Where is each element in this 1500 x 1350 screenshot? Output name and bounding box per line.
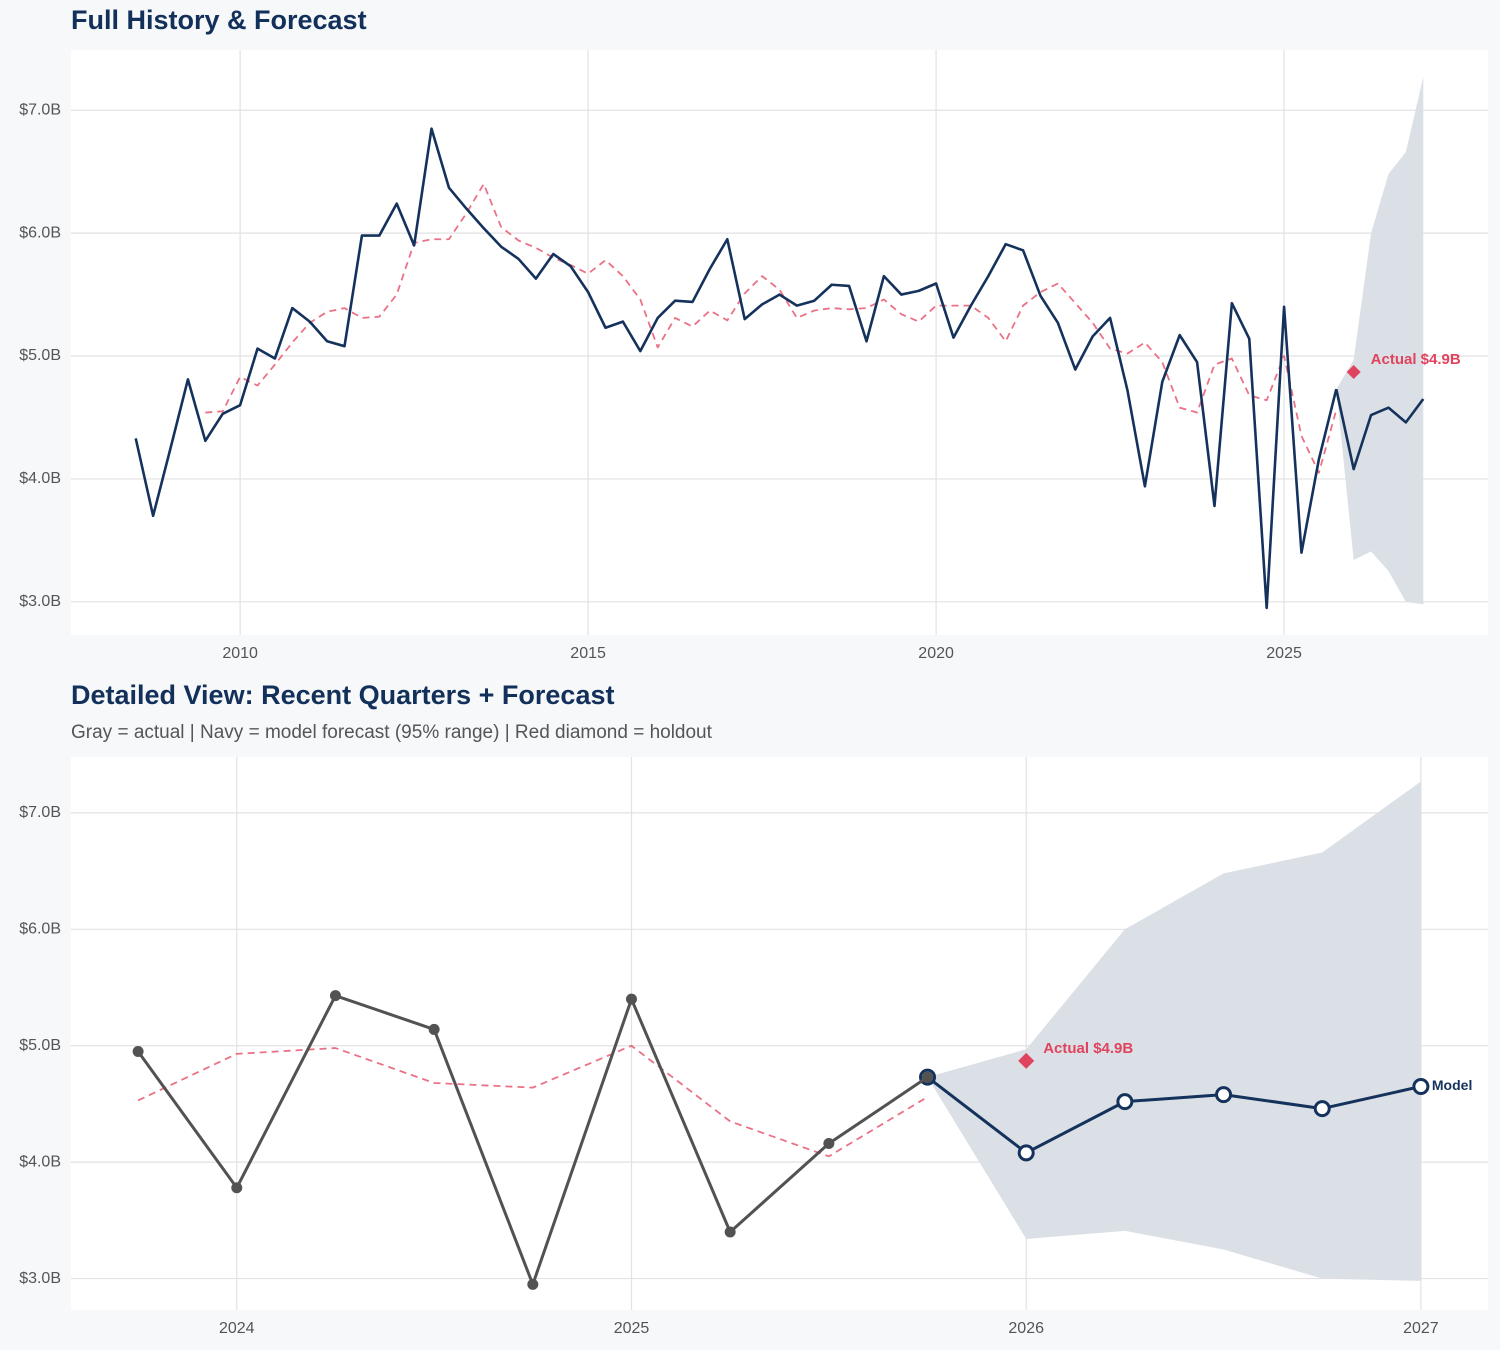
x-tick-label: 2020 bbox=[918, 645, 954, 662]
x-tick-label: 2025 bbox=[1266, 645, 1302, 662]
y-tick-label: $3.0B bbox=[19, 593, 61, 610]
x-tick-label: 2010 bbox=[222, 645, 258, 662]
series-line bbox=[134, 127, 1338, 610]
holdout-marker bbox=[1018, 1052, 1035, 1069]
point bbox=[132, 1046, 144, 1058]
point bbox=[527, 1278, 539, 1290]
point bbox=[724, 1226, 736, 1238]
point bbox=[428, 1023, 440, 1035]
forecast-band bbox=[1336, 77, 1424, 605]
point bbox=[922, 1071, 934, 1083]
x-tick-label: 2024 bbox=[219, 1320, 255, 1337]
point bbox=[1116, 1093, 1134, 1111]
series-line bbox=[926, 1075, 1422, 1155]
y-tick-label: $6.0B bbox=[19, 921, 61, 938]
x-tick-label: 2015 bbox=[570, 645, 606, 662]
y-tick-label: $6.0B bbox=[19, 224, 61, 241]
x-tick-label: 2025 bbox=[614, 1320, 650, 1337]
point bbox=[329, 990, 341, 1002]
point bbox=[1017, 1144, 1035, 1162]
x-tick-label: 2026 bbox=[1008, 1320, 1044, 1337]
y-tick-label: $5.0B bbox=[19, 1037, 61, 1054]
point bbox=[1313, 1100, 1331, 1118]
point bbox=[1412, 1077, 1430, 1095]
y-tick-label: $3.0B bbox=[19, 1270, 61, 1287]
y-tick-label: $4.0B bbox=[19, 470, 61, 487]
y-tick-label: $5.0B bbox=[19, 347, 61, 364]
forecast-band bbox=[927, 781, 1421, 1281]
y-tick-label: $7.0B bbox=[19, 101, 61, 118]
point bbox=[1215, 1086, 1233, 1104]
series-line bbox=[205, 183, 1338, 474]
y-tick-label: $4.0B bbox=[19, 1153, 61, 1170]
point bbox=[625, 993, 637, 1005]
series-label: Model bbox=[1432, 1077, 1472, 1093]
plot-area bbox=[71, 50, 1488, 635]
holdout-label: Actual $4.9B bbox=[1043, 1040, 1133, 1057]
y-tick-label: $7.0B bbox=[19, 804, 61, 821]
x-tick-label: 2027 bbox=[1403, 1320, 1439, 1337]
point bbox=[823, 1138, 835, 1150]
chart-subtitle: Gray = actual | Navy = model forecast (9… bbox=[71, 722, 713, 743]
chart-title: Detailed View: Recent Quarters + Forecas… bbox=[71, 680, 614, 710]
series-line bbox=[137, 1044, 928, 1158]
holdout-marker bbox=[1346, 364, 1361, 379]
point bbox=[231, 1182, 243, 1194]
series-line bbox=[1335, 388, 1425, 471]
chart-title: Full History & Forecast bbox=[71, 5, 367, 35]
holdout-label: Actual $4.9B bbox=[1371, 351, 1461, 368]
